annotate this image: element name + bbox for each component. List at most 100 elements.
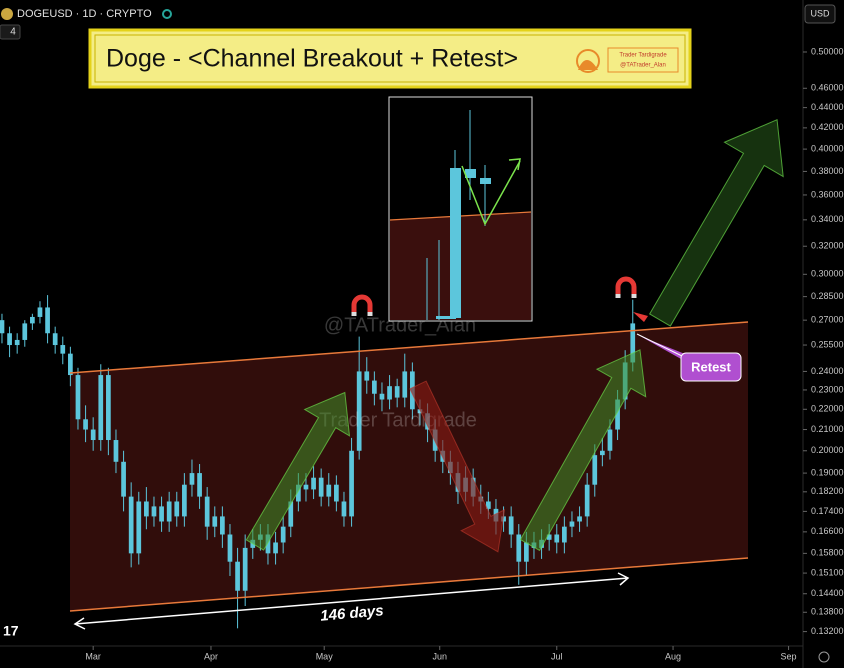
candle-body bbox=[577, 516, 582, 522]
down-arrow bbox=[409, 380, 506, 553]
candle-body bbox=[615, 399, 620, 430]
y-tick-label: 0.32000 bbox=[811, 241, 844, 251]
x-tick-label: Aug bbox=[665, 651, 681, 661]
status-dot bbox=[162, 9, 172, 19]
candle-body bbox=[174, 501, 180, 517]
candle-body bbox=[45, 307, 50, 334]
candle-body bbox=[159, 506, 164, 522]
candle-body bbox=[379, 393, 385, 400]
x-tick-label: Sep bbox=[781, 651, 797, 661]
headline: Doge - <Channel Breakout + Retest> bbox=[106, 45, 518, 73]
arrows bbox=[245, 118, 784, 552]
x-tick-label: Apr bbox=[204, 651, 218, 661]
candle-body bbox=[516, 534, 522, 562]
y-tick-label: 0.20000 bbox=[811, 445, 844, 455]
candle-body bbox=[546, 534, 552, 540]
logo-handle: @TATrader_Alan bbox=[620, 63, 666, 69]
currency: USD bbox=[810, 8, 830, 18]
candle-body bbox=[501, 516, 506, 522]
candle-body bbox=[288, 501, 294, 527]
y-tick-label: 0.34000 bbox=[811, 214, 844, 224]
y-tick-label: 0.13800 bbox=[811, 607, 844, 617]
retest-box bbox=[680, 352, 742, 382]
magnet bbox=[351, 294, 373, 316]
candle-body bbox=[372, 380, 377, 394]
candle-body bbox=[341, 501, 347, 517]
candle-body bbox=[554, 534, 560, 543]
candle-body bbox=[0, 320, 5, 334]
y-tick-label: 0.22000 bbox=[811, 404, 844, 414]
candle-body bbox=[98, 375, 104, 441]
y-tick-label: 0.16600 bbox=[811, 526, 844, 536]
candle-body bbox=[75, 375, 81, 420]
channel-upper bbox=[69, 321, 749, 374]
candle-body bbox=[197, 473, 202, 497]
candle-body bbox=[592, 455, 598, 485]
candle-body bbox=[273, 542, 278, 554]
y-tick-label: 0.24000 bbox=[811, 366, 844, 376]
candle-body bbox=[30, 316, 35, 324]
retest-line bbox=[636, 333, 683, 357]
candle-body bbox=[90, 429, 96, 441]
candle-body bbox=[318, 477, 324, 497]
candle-body bbox=[349, 450, 354, 517]
candle-body bbox=[394, 386, 400, 398]
logo-name: Trader Tardigrade bbox=[619, 53, 667, 59]
y-tick-label: 0.40000 bbox=[811, 143, 844, 153]
candle-body bbox=[83, 419, 88, 430]
candle-body bbox=[7, 333, 12, 346]
candle-body bbox=[356, 371, 362, 451]
y-tick-label: 0.38000 bbox=[811, 166, 844, 176]
inset bbox=[388, 96, 533, 322]
candle-body bbox=[387, 386, 392, 400]
y-tick-label: 0.17400 bbox=[811, 506, 844, 516]
candle-body bbox=[326, 484, 332, 497]
y-tick-label: 0.15100 bbox=[811, 567, 844, 577]
x-tick-label: Mar bbox=[85, 651, 101, 661]
y-tick-label: 0.19000 bbox=[811, 467, 844, 477]
candle-body bbox=[334, 484, 339, 502]
symbol[interactable]: DOGEUSD · 1D · CRYPTO bbox=[17, 8, 152, 20]
badge-box[interactable] bbox=[0, 24, 21, 40]
candle-body bbox=[265, 534, 271, 554]
candle-body bbox=[136, 501, 142, 554]
candle-body bbox=[242, 547, 248, 591]
candle-body bbox=[630, 323, 636, 363]
candles bbox=[0, 295, 636, 629]
x-tick-label: May bbox=[316, 651, 334, 661]
y-tick-label: 0.46000 bbox=[811, 83, 844, 93]
y-tick-label: 0.36000 bbox=[811, 189, 844, 199]
candle-body bbox=[600, 450, 605, 456]
candle-body bbox=[60, 345, 66, 354]
logo: Trader Tardigrade @TATrader_Alan bbox=[576, 47, 679, 73]
candle-body bbox=[37, 307, 43, 317]
up-arrow bbox=[648, 118, 784, 327]
candle-body bbox=[52, 333, 58, 346]
candle-body bbox=[303, 484, 309, 490]
candle-body bbox=[106, 375, 111, 441]
candle-body bbox=[524, 542, 529, 562]
currency-button[interactable] bbox=[804, 4, 836, 24]
candle-body bbox=[182, 484, 187, 517]
candle-body bbox=[235, 561, 240, 591]
candle-body bbox=[68, 353, 73, 376]
settings-icon[interactable] bbox=[818, 651, 830, 663]
candle-body bbox=[121, 461, 126, 497]
candle-body bbox=[417, 409, 423, 414]
candle-body bbox=[364, 371, 370, 381]
channel-fill bbox=[70, 322, 748, 611]
y-tick-label: 0.18200 bbox=[811, 486, 844, 496]
up-arrow bbox=[245, 391, 351, 551]
y-tick-label: 0.21000 bbox=[811, 424, 844, 434]
duration-label: 146 days bbox=[320, 602, 385, 624]
y-tick-label: 0.14400 bbox=[811, 588, 844, 598]
duration-line bbox=[73, 572, 630, 630]
y-tick-label: 0.42000 bbox=[811, 122, 844, 132]
up-arrow bbox=[519, 349, 647, 552]
candle-body bbox=[220, 516, 225, 535]
candle-body bbox=[189, 473, 195, 485]
candle-body bbox=[14, 339, 20, 346]
candle-body bbox=[607, 429, 613, 451]
y-tick-label: 0.50000 bbox=[811, 46, 844, 56]
